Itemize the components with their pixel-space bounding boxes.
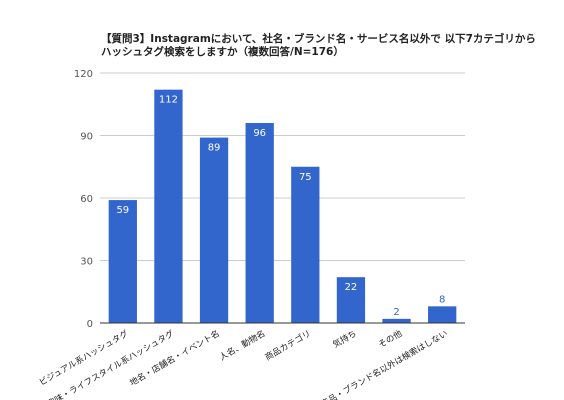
bar: [245, 123, 274, 323]
data-label: 89: [208, 143, 221, 154]
bar: [428, 306, 457, 323]
data-label: 8: [439, 294, 445, 305]
x-category-label: 商品カテゴリ: [263, 328, 313, 363]
chart-title-line-2: ハッシュタグ検索をしますか（複数回答/N=176）: [101, 46, 344, 58]
y-tick-label: 120: [74, 69, 93, 80]
bar: [336, 277, 366, 323]
chart-title: 【質問3】Instagramにおいて、社名・ブランド名・サービス名以外で 以下7…: [101, 33, 541, 59]
data-label: 112: [159, 95, 178, 106]
data-label: 59: [116, 205, 129, 216]
bar: [154, 89, 183, 324]
chart-title-line-1: 【質問3】Instagramにおいて、社名・ブランド名・サービス名以外で 以下7…: [101, 33, 536, 45]
y-tick-label: 30: [80, 257, 93, 268]
bar: [291, 166, 320, 323]
data-label: 96: [253, 128, 266, 139]
bars: [108, 89, 457, 324]
x-category-label: 人名、動物名: [218, 328, 268, 363]
data-label: 22: [345, 282, 358, 293]
x-category-label: その他: [376, 328, 404, 351]
labels: 030609012059ビジュアル系ハッシュタグ112趣味・ライフスタイル系ハッ…: [37, 69, 449, 400]
y-tick-label: 60: [80, 194, 93, 205]
data-label: 75: [299, 172, 312, 183]
x-category-label: 気持ち: [331, 328, 359, 350]
bar: [108, 200, 137, 323]
y-tick-label: 90: [80, 132, 93, 143]
y-tick-label: 0: [87, 319, 93, 330]
bar: [382, 318, 411, 323]
data-label: 2: [393, 307, 399, 318]
bar: [199, 137, 229, 323]
